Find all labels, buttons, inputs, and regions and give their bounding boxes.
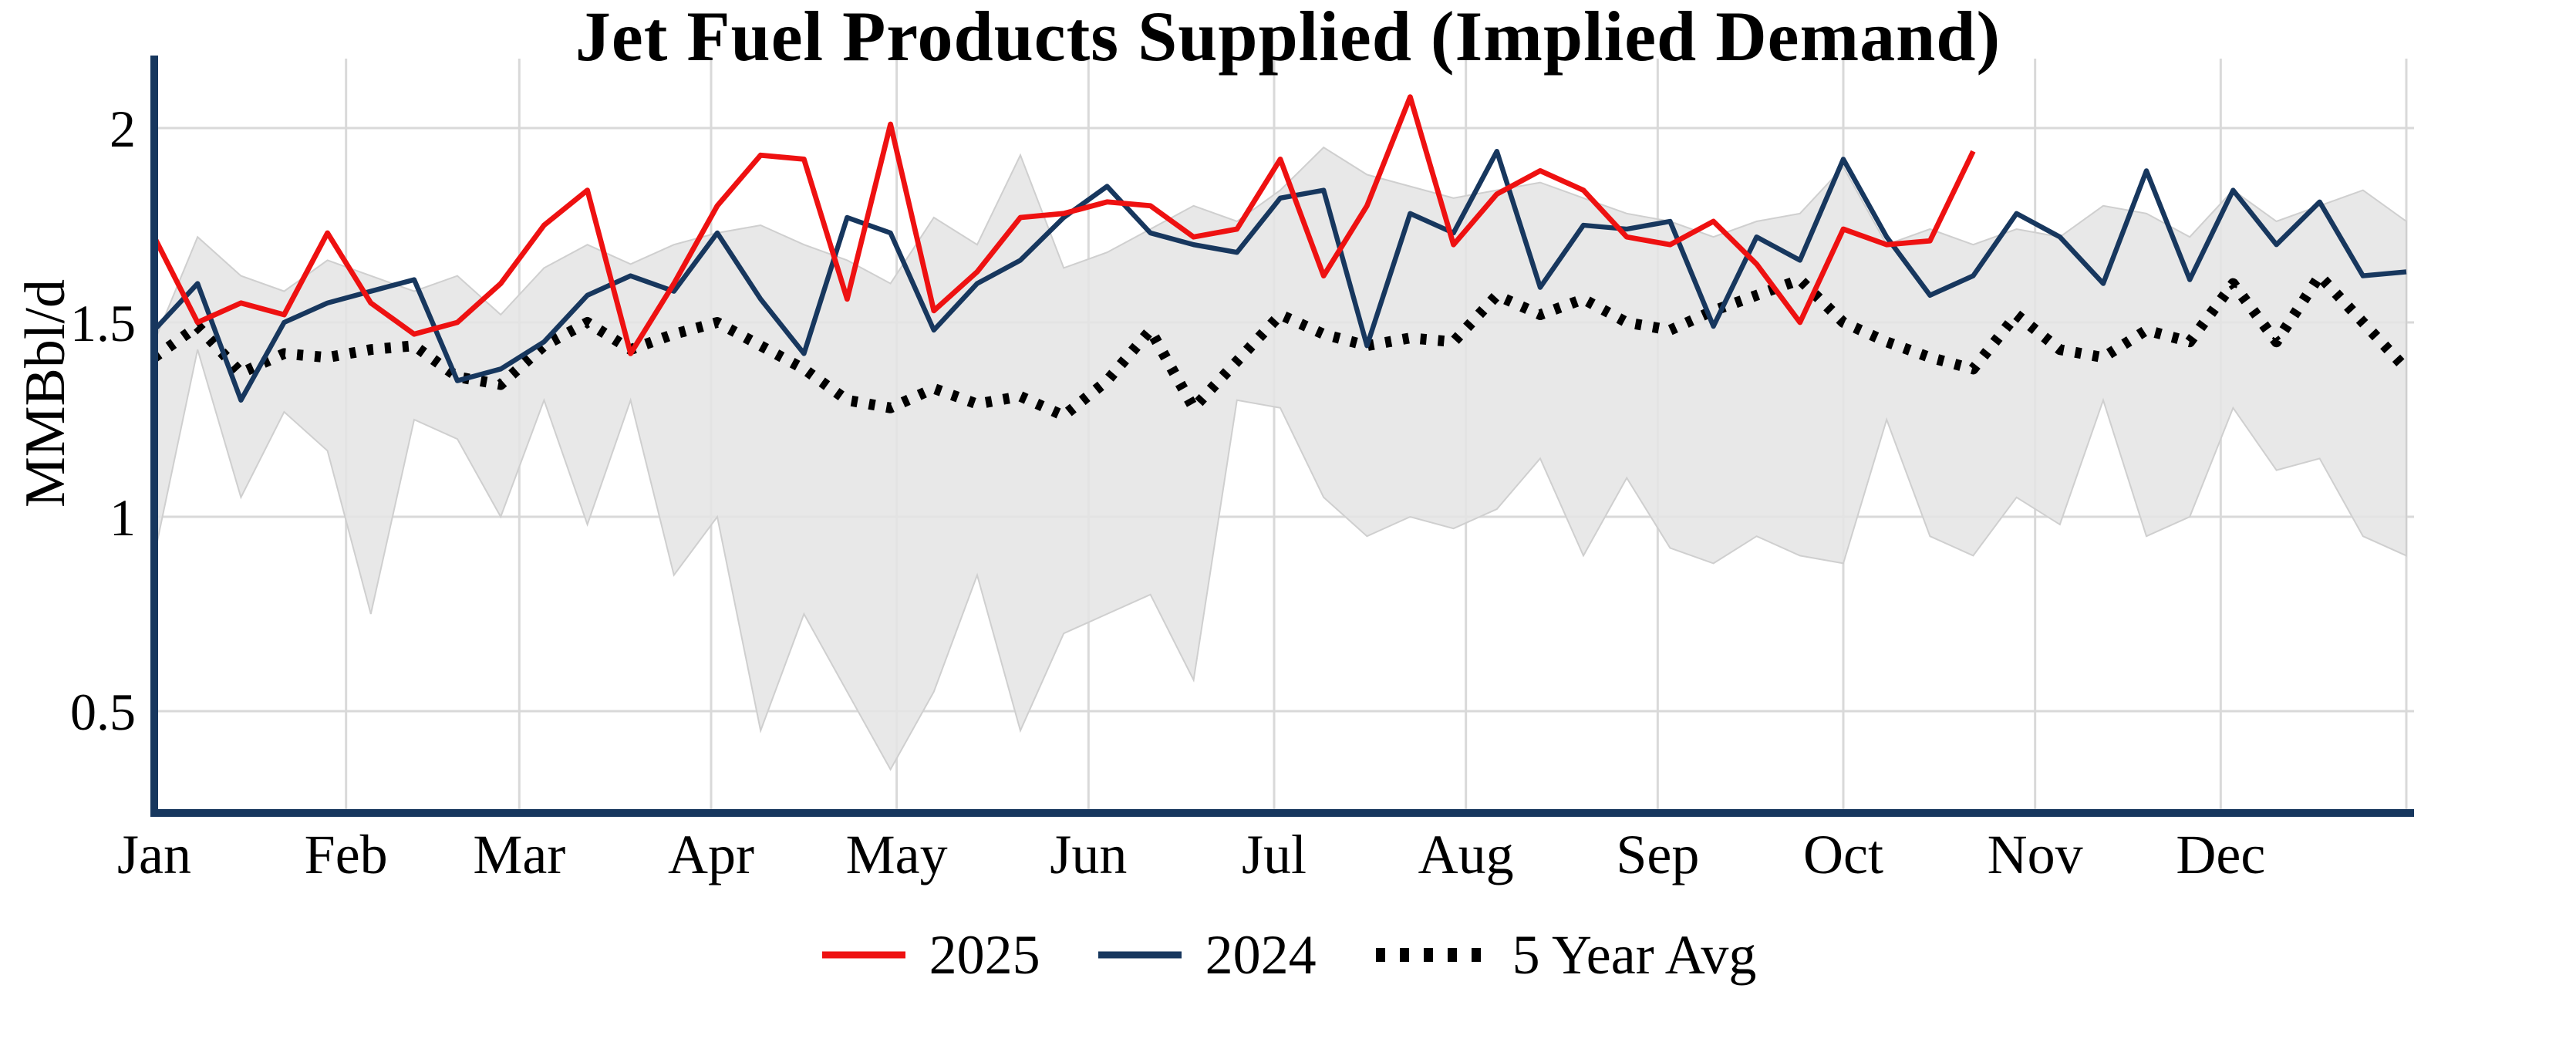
legend-item-5yr-avg: 5 Year Avg (1372, 923, 1757, 987)
series-line-5yr-avg (150, 270, 2411, 421)
y-tick-label: 2 (110, 100, 136, 158)
legend-swatch-5yr-avg-icon (1376, 948, 1489, 962)
series-line-2024 (152, 149, 2407, 403)
x-tick-label: Apr (668, 824, 754, 885)
x-tick-label: Mar (473, 824, 565, 885)
y-axis-label: MMBbl/d (15, 278, 78, 508)
chart-title: Jet Fuel Products Supplied (Implied Dema… (575, 0, 2001, 76)
y-tick-label: 1 (110, 488, 136, 547)
legend-swatch-2024-icon (1098, 951, 1182, 959)
y-tick-label: 1.5 (70, 294, 136, 352)
x-tick-label: Dec (2176, 824, 2265, 885)
x-tick-label: Jun (1050, 824, 1127, 885)
x-tick-label: Feb (305, 824, 388, 885)
x-tick-label: Oct (1803, 824, 1883, 885)
legend-label-2025: 2025 (929, 924, 1040, 986)
legend: 2025 2024 5 Year Avg (0, 923, 2576, 987)
x-tick-label: Sep (1616, 824, 1699, 885)
series-line-2025 (151, 94, 1976, 356)
legend-item-2024: 2024 (1096, 923, 1317, 987)
legend-item-2025: 2025 (820, 923, 1040, 987)
legend-label-2024: 2024 (1205, 924, 1317, 986)
legend-swatch-2025-icon (822, 951, 906, 959)
x-tick-label: Jul (1242, 824, 1307, 885)
five-year-range-band (153, 146, 2407, 771)
legend-label-5yr-avg: 5 Year Avg (1512, 924, 1757, 986)
x-tick-label: Nov (1988, 824, 2083, 885)
x-tick-label: May (846, 824, 948, 885)
x-tick-label: Aug (1418, 824, 1514, 885)
x-tick-label: Jan (117, 824, 191, 885)
y-tick-label: 0.5 (70, 683, 136, 741)
